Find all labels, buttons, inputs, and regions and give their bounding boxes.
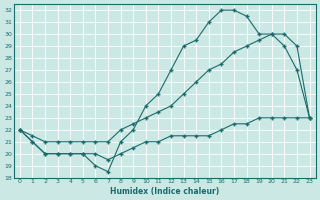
X-axis label: Humidex (Indice chaleur): Humidex (Indice chaleur) [110,187,219,196]
